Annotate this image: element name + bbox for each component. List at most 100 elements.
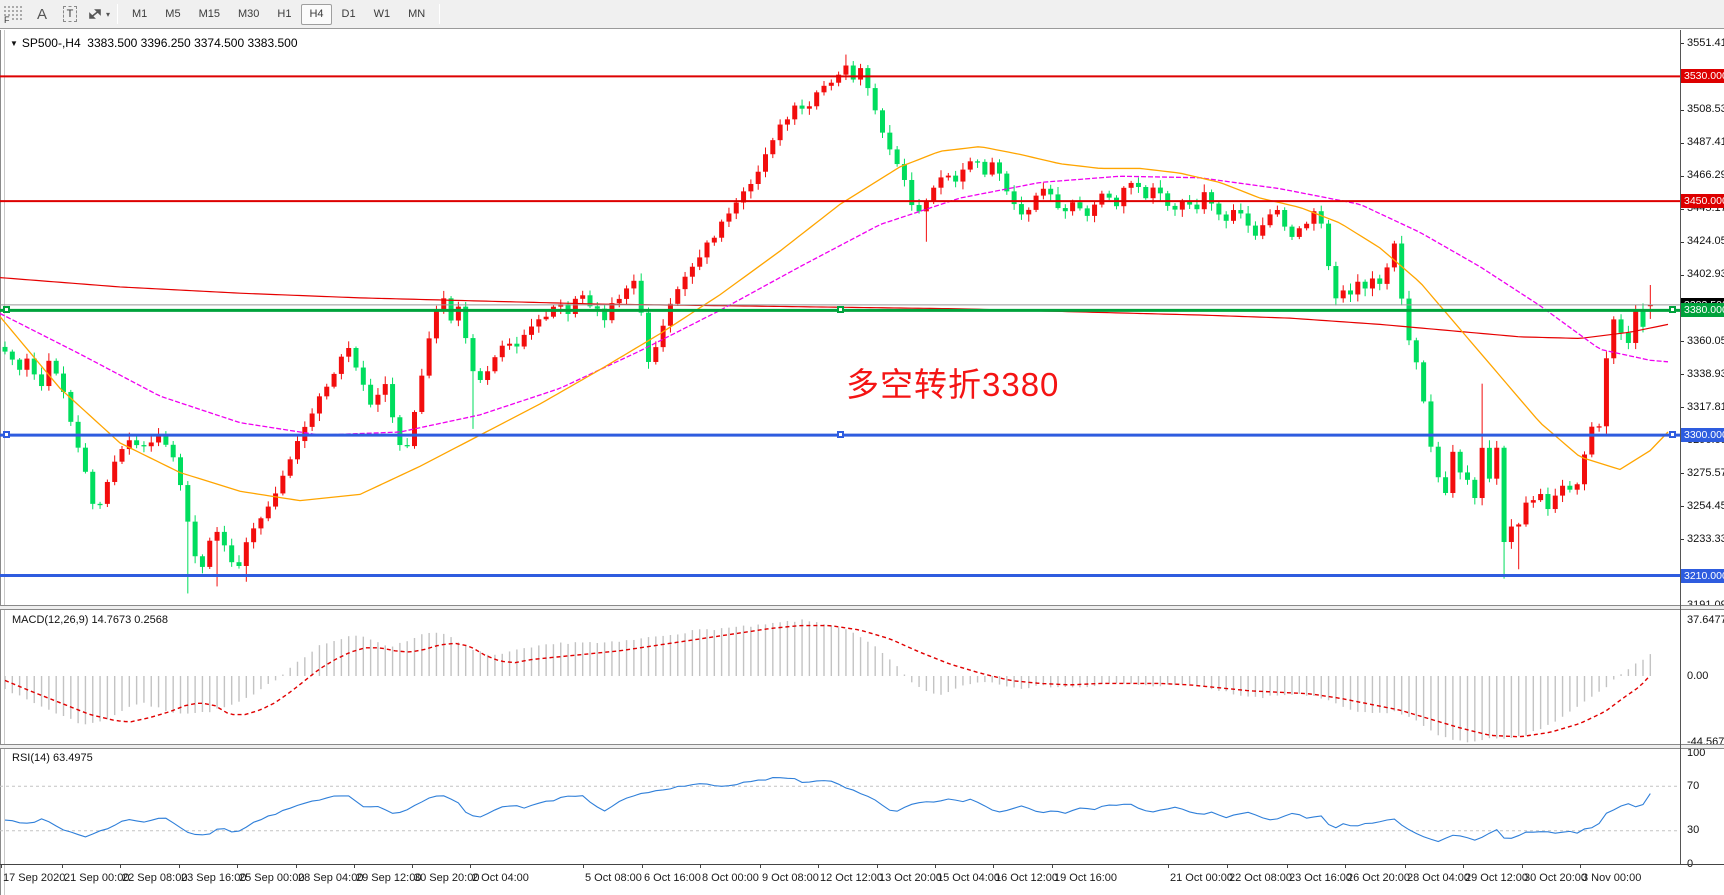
hline-handle-support-3300[interactable] bbox=[837, 431, 844, 439]
price-axis-label: 3508.530 bbox=[1687, 103, 1724, 116]
price-axis-label: 3254.450 bbox=[1687, 499, 1724, 512]
price-axis-label: 3360.050 bbox=[1687, 334, 1724, 347]
time-axis-label: 9 Oct 08:00 bbox=[762, 872, 819, 884]
time-axis-label: 13 Oct 20:00 bbox=[879, 872, 942, 884]
time-axis-label: 26 Oct 20:00 bbox=[1347, 872, 1410, 884]
time-axis-tick bbox=[760, 864, 761, 868]
price-axis-label: 3275.570 bbox=[1687, 466, 1724, 479]
macd-axis-label: 0.00 bbox=[1687, 669, 1709, 682]
timeframe-button-m5[interactable]: M5 bbox=[165, 8, 181, 20]
time-axis-label: 25 Sep 00:00 bbox=[239, 872, 305, 884]
symbol-timeframe-label: SP500-,H4 bbox=[21, 36, 81, 50]
text-label-tool-button[interactable]: T bbox=[58, 3, 82, 25]
time-axis-tick bbox=[354, 864, 355, 868]
text-tool-button[interactable]: A bbox=[36, 5, 47, 23]
time-axis-tick bbox=[935, 864, 936, 868]
price-badge-3210.000: 3210.000 bbox=[1681, 568, 1724, 583]
timeframe-button-d1[interactable]: D1 bbox=[341, 8, 356, 20]
toolbar-separator bbox=[439, 4, 441, 24]
time-axis-tick bbox=[877, 864, 878, 868]
time-axis-tick bbox=[1463, 864, 1464, 868]
price-axis-tick bbox=[1680, 473, 1684, 475]
hline-handle-support-3300[interactable] bbox=[1669, 431, 1676, 439]
hline-handle-pivot-3380[interactable] bbox=[1669, 306, 1676, 314]
time-axis-line bbox=[0, 864, 1724, 865]
diagonal-arrows-icon bbox=[89, 9, 101, 19]
hline-handle-pivot-3380[interactable] bbox=[3, 306, 10, 314]
dropdown-caret-icon[interactable]: ▾ bbox=[106, 9, 111, 19]
ohlc-readout: 3383.500 3396.250 3374.500 3383.500 bbox=[87, 36, 298, 50]
time-axis-label: 28 Oct 04:00 bbox=[1407, 872, 1470, 884]
timeframe-button-w1[interactable]: W1 bbox=[373, 8, 391, 20]
panel-separator[interactable] bbox=[0, 605, 1724, 610]
annotation-text-object[interactable]: 多空转折3380 bbox=[846, 366, 1060, 403]
panel-separator[interactable] bbox=[0, 744, 1724, 749]
price-axis-label: 3424.050 bbox=[1687, 235, 1724, 248]
price-axis-label: 3402.930 bbox=[1687, 268, 1724, 281]
time-axis-label: 30 Oct 20:00 bbox=[1524, 872, 1587, 884]
time-axis-label: 15 Oct 04:00 bbox=[937, 872, 1000, 884]
price-axis-tick bbox=[1680, 274, 1684, 276]
hline-handle-pivot-3380[interactable] bbox=[837, 306, 844, 314]
symbol-dropdown-icon[interactable]: ▼ bbox=[10, 39, 18, 48]
time-axis-label: 5 Oct 08:00 bbox=[585, 872, 642, 884]
time-axis-label: 22 Sep 08:00 bbox=[122, 872, 188, 884]
price-axis-tick bbox=[1680, 341, 1684, 343]
time-axis-tick bbox=[1287, 864, 1288, 868]
timeframe-button-h4[interactable]: H4 bbox=[301, 3, 332, 25]
timeframe-button-m1[interactable]: M1 bbox=[132, 8, 148, 20]
price-axis-label: 3233.330 bbox=[1687, 532, 1724, 545]
timeframe-button-group: M1 M5 M15 M30 H1 H4 D1 W1 MN bbox=[123, 3, 434, 25]
time-axis-label: 23 Sep 16:00 bbox=[181, 872, 247, 884]
time-axis-tick bbox=[1522, 864, 1523, 868]
time-axis-label: 8 Oct 00:00 bbox=[702, 872, 759, 884]
time-axis-label: 29 Sep 12:00 bbox=[356, 872, 422, 884]
price-badge-3450.000: 3450.000 bbox=[1681, 194, 1724, 209]
time-axis-label: 30 Sep 20:00 bbox=[414, 872, 480, 884]
cursor-mode-tool-button[interactable]: ▾ bbox=[86, 3, 110, 25]
dotted-grid-icon: F bbox=[4, 6, 22, 23]
time-axis-label: 29 Oct 12:00 bbox=[1465, 872, 1528, 884]
price-axis-tick bbox=[1680, 43, 1684, 44]
time-axis-tick bbox=[1227, 864, 1228, 868]
time-axis-tick bbox=[412, 864, 413, 868]
time-axis-label: 21 Sep 00:00 bbox=[64, 872, 130, 884]
time-axis-label: 12 Oct 12:00 bbox=[820, 872, 883, 884]
time-axis-tick bbox=[237, 864, 238, 868]
time-axis-tick bbox=[179, 864, 180, 868]
time-axis-label: 23 Oct 16:00 bbox=[1289, 872, 1352, 884]
main-chart-canvas bbox=[0, 54, 1680, 594]
macd-indicator-label: MACD(12,26,9) 14.7673 0.2568 bbox=[12, 614, 168, 626]
chart-title[interactable]: ▼ SP500-,H4 3383.500 3396.250 3374.500 33… bbox=[10, 36, 298, 50]
time-axis-tick bbox=[1405, 864, 1406, 868]
pattern-f-tool-button[interactable]: F bbox=[2, 3, 26, 25]
time-axis-label: 19 Oct 16:00 bbox=[1054, 872, 1117, 884]
svg-text:F: F bbox=[4, 15, 10, 23]
timeframe-button-h1[interactable]: H1 bbox=[277, 8, 292, 20]
price-badge-3380.000: 3380.000 bbox=[1681, 303, 1724, 318]
time-axis-label: 21 Oct 00:00 bbox=[1170, 872, 1233, 884]
price-badge-3530.000: 3530.000 bbox=[1681, 69, 1724, 84]
price-axis-tick bbox=[1680, 241, 1684, 243]
time-axis-tick bbox=[470, 864, 471, 868]
macd-axis-label: 37.6477 bbox=[1687, 613, 1724, 626]
price-axis-label: 3487.410 bbox=[1687, 136, 1724, 149]
price-axis-tick bbox=[1680, 109, 1684, 111]
price-axis-tick bbox=[1680, 142, 1684, 144]
timeframe-button-m30[interactable]: M30 bbox=[237, 8, 260, 20]
price-axis-tick bbox=[1680, 539, 1684, 541]
time-axis-label: 28 Sep 04:00 bbox=[298, 872, 364, 884]
price-axis-label: 3551.410 bbox=[1687, 36, 1724, 49]
price-axis-line bbox=[1680, 30, 1681, 864]
time-axis-label: 3 Nov 00:00 bbox=[1582, 872, 1642, 884]
time-axis-tick bbox=[120, 864, 121, 868]
toolbar: F A T ▾ M1 M5 M15 M30 H1 H4 D1 W1 MN bbox=[0, 0, 1724, 29]
rsi-panel-canvas bbox=[0, 777, 1680, 843]
macd-panel-canvas bbox=[4, 619, 1652, 743]
timeframe-button-mn[interactable]: MN bbox=[408, 8, 426, 20]
time-axis-tick bbox=[1, 864, 2, 868]
timeframe-button-m15[interactable]: M15 bbox=[198, 8, 220, 20]
time-axis-tick bbox=[1168, 864, 1169, 868]
rsi-axis-label: 70 bbox=[1687, 779, 1700, 792]
hline-handle-support-3300[interactable] bbox=[3, 431, 10, 439]
